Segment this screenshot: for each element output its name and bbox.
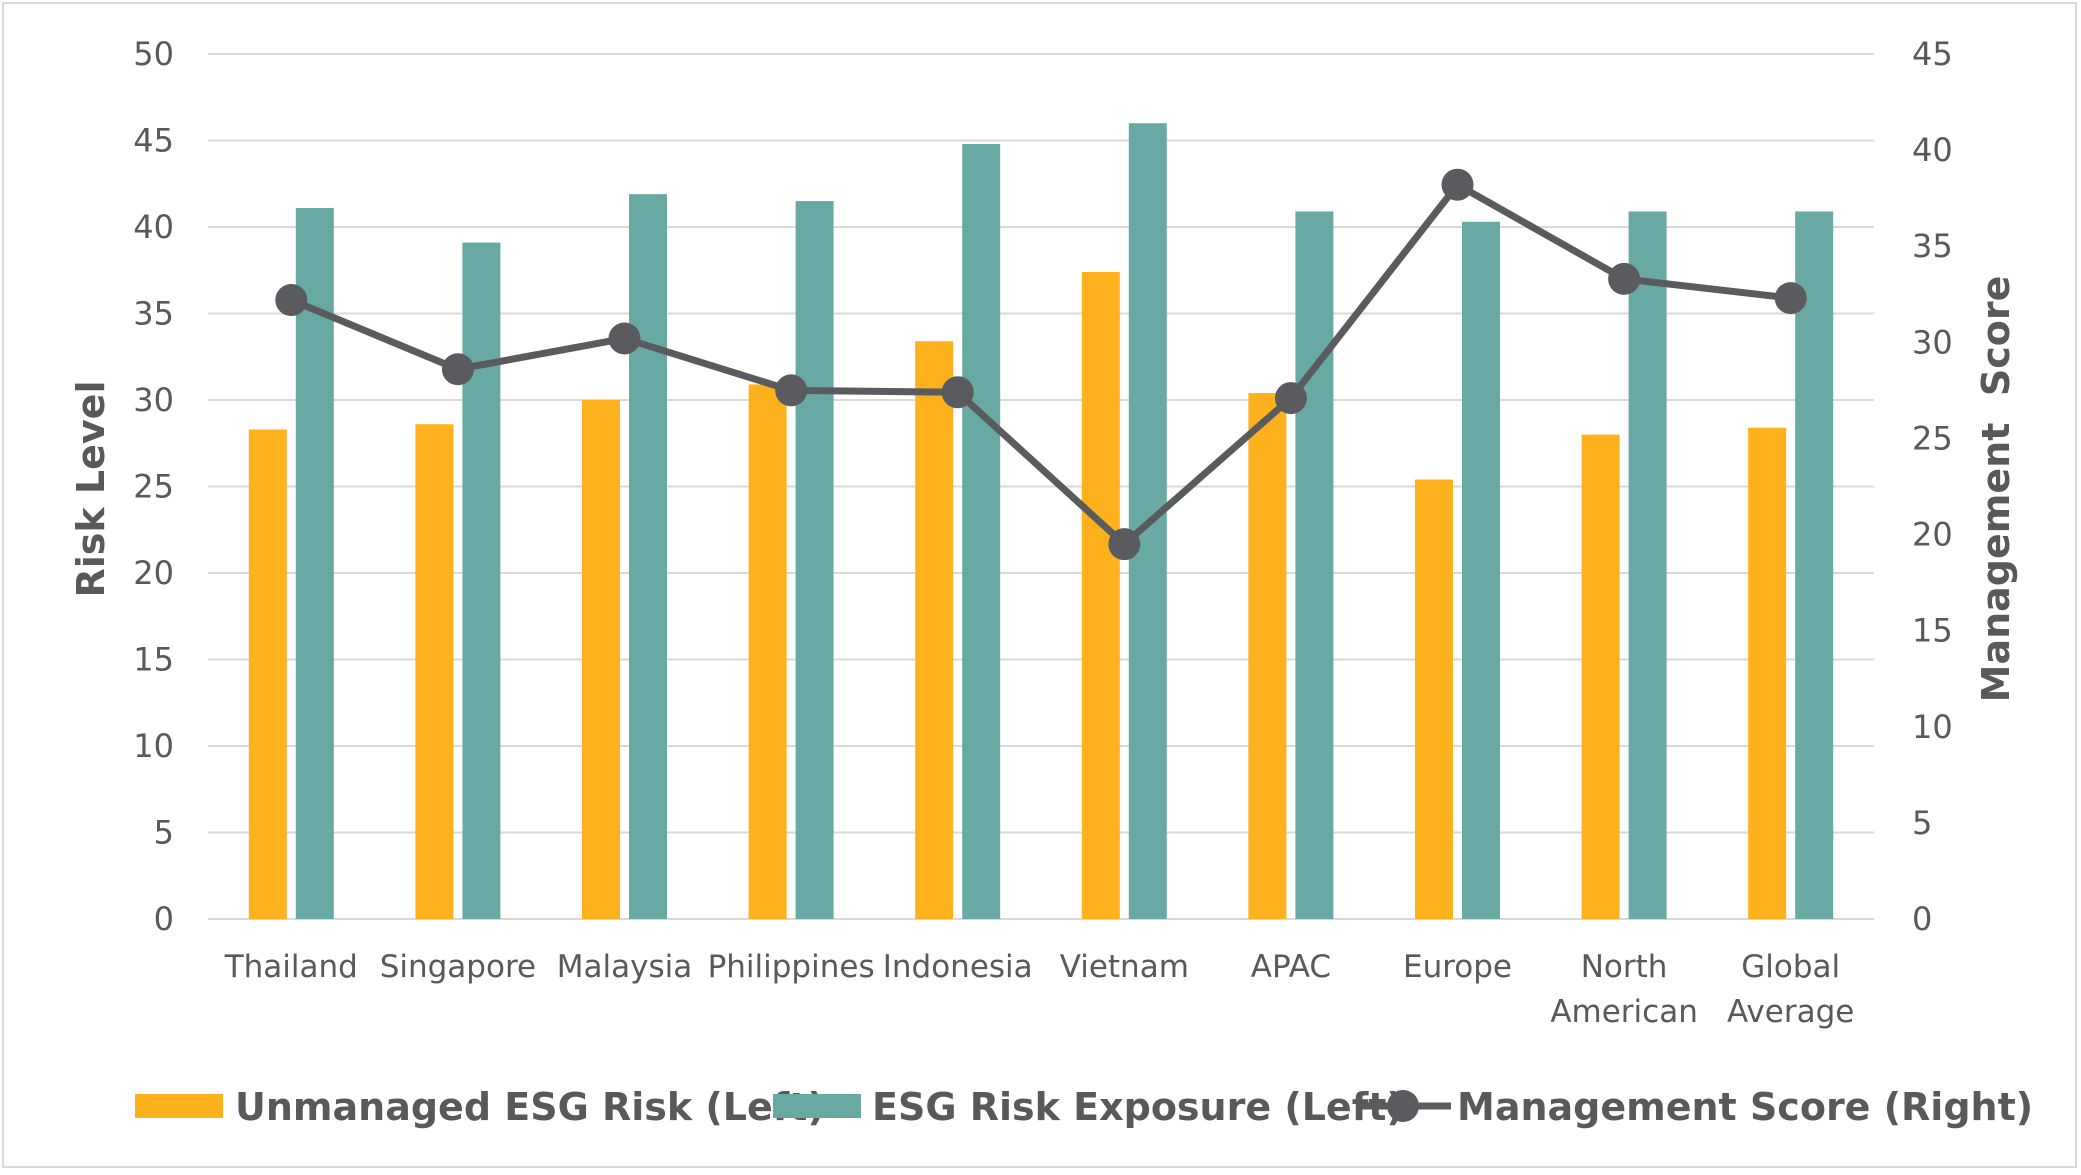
unmanaged-risk-bar [582,400,620,919]
left-tick-label: 10 [133,727,174,765]
unmanaged-risk-bar [748,384,787,919]
management-score-point [1608,262,1641,295]
unmanaged-risk-bar [1248,393,1287,920]
category-label: North [1581,949,1668,985]
left-tick-label: 40 [133,208,174,246]
right-tick-label: 30 [1912,323,1953,361]
legend-label: ESG Risk Exposure (Left) [872,1085,1404,1129]
risk-exposure-bar [795,201,834,920]
unmanaged-risk-bar [915,341,954,919]
risk-exposure-bar [462,242,501,919]
right-axis-title: Management Score [1974,276,2018,703]
left-axis-ticks: 0 5 10 15 20 25 30 35 40 45 50 [133,35,174,938]
left-tick-label: 35 [133,295,174,333]
risk-exposure-bar [1795,211,1834,919]
category-label: Indonesia [883,949,1033,985]
right-tick-label: 25 [1912,419,1953,457]
right-tick-label: 40 [1912,131,1953,169]
unmanaged-risk-bar [1081,271,1120,920]
left-tick-label: 30 [133,381,174,419]
management-score-point [441,353,474,386]
category-label: Singapore [380,949,536,985]
right-tick-label: 20 [1912,516,1953,554]
management-score-point [1274,382,1307,415]
left-axis-title: Risk Level [69,381,113,598]
category-label: American [1550,994,1698,1030]
management-score-point [275,284,308,317]
management-score-point [775,374,808,407]
left-tick-label: 15 [133,641,174,679]
risk-exposure-bar [1295,211,1334,919]
legend-marker [1387,1090,1419,1122]
unmanaged-risk-bar [248,429,287,919]
category-label: Malaysia [557,949,692,985]
risk-exposure-bar [295,207,334,920]
risk-exposure-bar [629,194,667,919]
management-score-line [275,168,1807,561]
category-label: APAC [1251,949,1331,985]
category-label: Thailand [224,949,358,985]
left-tick-label: 50 [133,35,174,73]
risk-exposure-bar [1628,211,1667,919]
risk-exposure-bar [962,143,1001,919]
unmanaged-risk-bar [1748,427,1787,919]
left-tick-label: 5 [154,814,174,852]
legend-swatch [135,1094,223,1118]
category-label: Vietnam [1060,949,1189,985]
unmanaged-risk-bar [415,424,454,919]
left-tick-label: 20 [133,554,174,592]
management-score-point [941,376,974,409]
legend-label: Management Score (Right) [1457,1085,2033,1129]
left-tick-label: 45 [133,122,174,160]
gridlines [208,53,1874,920]
category-label: Philippines [708,949,875,985]
right-axis-ticks: 0 5 10 15 20 25 30 35 40 45 [1912,35,1953,938]
unmanaged-risk-bar [1581,434,1620,919]
risk-exposure-bar [1462,221,1500,919]
management-score-point [1774,282,1807,315]
legend: Unmanaged ESG Risk (Left) ESG Risk Exposu… [135,1085,2033,1129]
category-label: Global [1741,949,1840,985]
bars [248,123,1834,920]
right-tick-label: 45 [1912,35,1953,73]
management-score-point [1441,168,1474,201]
right-tick-label: 0 [1912,900,1932,938]
left-tick-label: 0 [154,900,174,938]
legend-label: Unmanaged ESG Risk (Left) [235,1085,825,1129]
legend-swatch [773,1094,861,1118]
management-score-polyline [289,181,1792,548]
right-tick-label: 15 [1912,612,1953,650]
management-score-point [1108,528,1141,561]
right-tick-label: 35 [1912,227,1953,265]
category-label: Europe [1403,949,1512,985]
right-tick-label: 10 [1912,708,1953,746]
unmanaged-risk-bar [1415,479,1453,919]
category-axis-labels: Thailand Singapore Malaysia Philippines Indo… [224,949,1855,1030]
management-score-point [608,322,641,355]
category-label: Average [1727,994,1854,1030]
left-tick-label: 25 [133,468,174,506]
right-tick-label: 5 [1912,804,1932,842]
